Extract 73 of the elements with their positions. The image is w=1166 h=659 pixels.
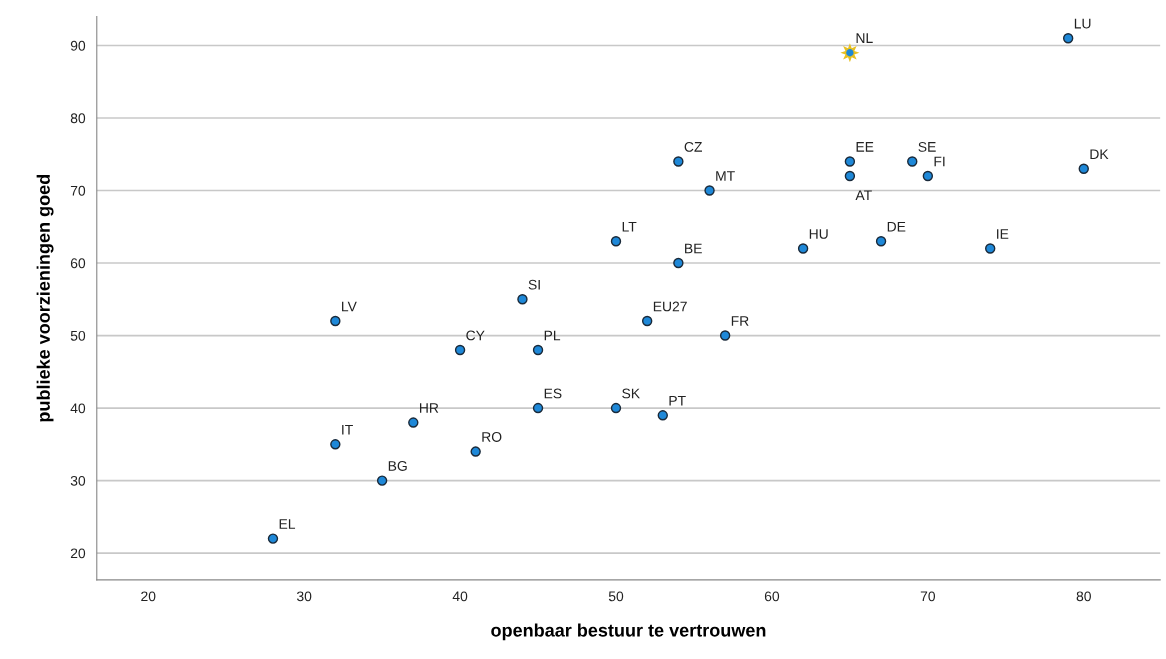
annotation: CZ (684, 141, 702, 152)
point (719, 330, 731, 341)
annotation: DE (887, 221, 906, 232)
annotation: RO (482, 432, 502, 442)
point (922, 170, 934, 182)
x-tick-label: 60 (764, 591, 780, 602)
point (1062, 33, 1074, 44)
annotation: SK (622, 388, 640, 399)
annotation: CY (466, 330, 485, 341)
annotation: BG (388, 461, 407, 471)
x-tick-label: 20 (141, 591, 156, 602)
point (330, 315, 341, 327)
point (267, 533, 279, 544)
point (657, 410, 668, 421)
y-axis-title: publieke voorzieningen goed (36, 174, 54, 422)
annotation: PL (544, 330, 561, 341)
annotation: SE (918, 141, 936, 152)
annotation: IE (997, 229, 1009, 239)
annotation: FR (731, 316, 749, 326)
point (985, 243, 996, 254)
y-tick-label: 30 (70, 475, 86, 486)
point (376, 475, 388, 486)
annotation: HR (420, 403, 439, 413)
annotation: LT (622, 221, 637, 232)
point (844, 170, 856, 182)
point (673, 257, 684, 269)
y-tick-label: 70 (70, 185, 86, 196)
x-axis-title: openbaar bestuur te vertrouwen (491, 623, 766, 641)
point (1078, 163, 1089, 174)
y-tick-label: 80 (70, 113, 86, 124)
point (844, 156, 856, 167)
annotation: PT (669, 395, 686, 406)
annotation: IT (342, 424, 353, 435)
point (875, 236, 887, 247)
point (532, 344, 544, 356)
point (610, 402, 622, 414)
point (797, 243, 809, 254)
point (470, 446, 481, 457)
point (673, 156, 684, 167)
y-tick-label: 60 (70, 258, 86, 269)
annotation: DK (1090, 149, 1109, 159)
x-tick-label: 80 (1076, 591, 1091, 602)
point (408, 417, 419, 428)
annotation: EE (856, 142, 874, 152)
point (517, 294, 528, 305)
annotation: FI (934, 156, 945, 167)
x-tick-label: 50 (608, 591, 624, 602)
annotation: LU (1074, 18, 1091, 29)
x-tick-label: 40 (452, 591, 468, 602)
point (840, 43, 860, 63)
point (454, 344, 466, 356)
point (330, 439, 341, 450)
y-tick-label: 40 (70, 403, 86, 414)
annotation: ES (544, 388, 562, 399)
annotation: EL (279, 519, 296, 529)
x-tick-label: 30 (296, 591, 312, 602)
x-tick-label: 70 (920, 591, 936, 602)
annotation: AT (855, 190, 872, 200)
point (532, 402, 544, 414)
point (704, 185, 715, 196)
annotation: SI (528, 279, 540, 290)
annotation: HU (809, 229, 828, 239)
point (641, 315, 653, 327)
point (610, 236, 622, 247)
point (907, 156, 918, 167)
annotation: LV (342, 301, 357, 312)
y-tick-label: 90 (70, 40, 86, 51)
y-tick-label: 50 (70, 330, 86, 341)
annotation: MT (716, 171, 735, 181)
y-tick-label: 20 (70, 548, 86, 559)
annotation: NL (856, 33, 873, 43)
annotation: BE (685, 243, 702, 254)
annotation: EU27 (653, 301, 687, 312)
